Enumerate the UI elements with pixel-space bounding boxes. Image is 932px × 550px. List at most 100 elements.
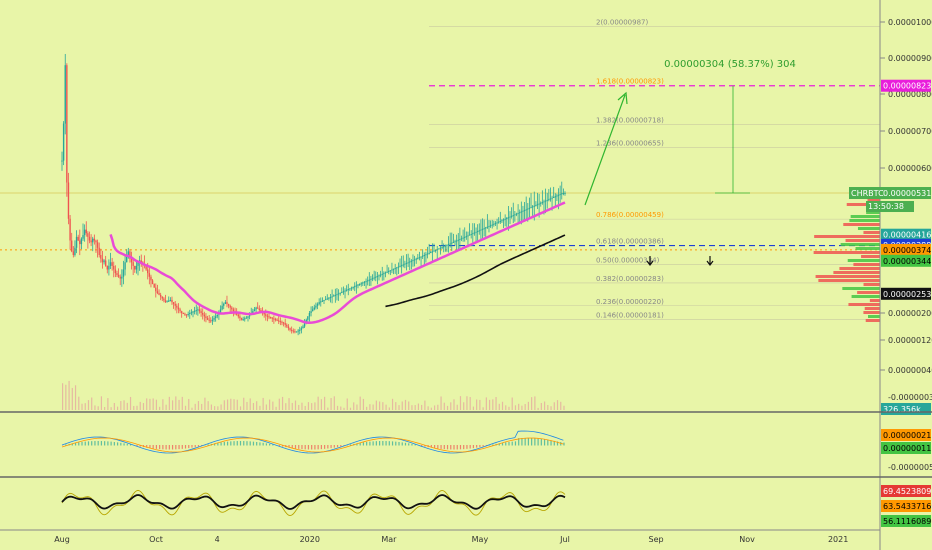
candle-body xyxy=(108,265,110,270)
candle-body xyxy=(82,235,84,239)
volume-bar xyxy=(456,404,458,410)
macd-axis-label: -0.00000050 xyxy=(888,463,932,472)
candle-body xyxy=(311,309,314,312)
macd-histogram-bar xyxy=(304,445,306,450)
macd-histogram-bar xyxy=(74,442,77,446)
candle-body xyxy=(394,268,396,270)
candle-body xyxy=(438,248,440,250)
volume-bar xyxy=(278,398,280,410)
candle-body xyxy=(454,241,456,243)
candle-body xyxy=(446,244,448,246)
candle-body xyxy=(467,235,469,237)
volume-bar xyxy=(81,403,83,410)
price-tick-label: 0.00000600 xyxy=(888,164,932,173)
volume-bar xyxy=(427,406,429,410)
macd-histogram-bar xyxy=(146,445,148,448)
macd-histogram-bar xyxy=(508,441,510,446)
macd-histogram-bar xyxy=(411,443,413,446)
volume-bar xyxy=(440,396,442,410)
candle-body xyxy=(303,323,306,327)
candle-body xyxy=(341,291,343,293)
candle-body xyxy=(64,65,66,124)
macd-histogram-bar xyxy=(340,445,342,447)
candle-body xyxy=(520,211,523,213)
macd-histogram-bar xyxy=(214,443,216,446)
macd-histogram-bar xyxy=(100,441,103,446)
candle-body xyxy=(145,265,147,270)
volume-bar xyxy=(126,402,128,410)
macd-histogram-bar xyxy=(482,445,484,447)
macd-histogram-bar xyxy=(236,441,238,446)
volume-bar xyxy=(314,402,316,410)
volume-bar xyxy=(553,402,555,410)
candle-body xyxy=(515,213,518,215)
candle-body xyxy=(418,257,421,259)
volume-bar xyxy=(259,405,261,410)
candle-body xyxy=(245,317,248,319)
candle-body xyxy=(310,311,312,313)
macd-histogram-bar xyxy=(375,441,377,446)
volume-bar xyxy=(382,402,384,410)
candle-body xyxy=(561,193,563,195)
candle-body xyxy=(331,296,333,298)
volume-bar xyxy=(249,398,251,410)
candle-body xyxy=(535,204,537,206)
macd-histogram-bar xyxy=(298,445,300,449)
candle-body xyxy=(150,276,152,281)
volume-profile-bar xyxy=(845,239,880,242)
volume-bar xyxy=(243,397,245,410)
volume-bar xyxy=(333,396,335,410)
volume-bar xyxy=(540,402,542,410)
macd-histogram-bar xyxy=(531,438,533,446)
candle-body xyxy=(447,244,450,246)
candle-body xyxy=(459,239,461,241)
macd-histogram-bar xyxy=(178,445,180,450)
candle-body xyxy=(407,262,409,264)
rsi-tag-label: 56.11160896 xyxy=(883,517,932,526)
candle-body xyxy=(202,313,204,315)
rsi-pane: 69.45238095 63.54337169 56.11160896 xyxy=(61,485,932,527)
candle-body xyxy=(334,294,337,296)
volume-bar xyxy=(505,405,507,410)
candle-body xyxy=(226,302,228,304)
macd-histogram-bar xyxy=(197,445,200,447)
macd-histogram-bar xyxy=(369,441,371,446)
volume-profile-bar xyxy=(848,303,880,306)
candle-body xyxy=(412,260,414,262)
rsi-tag-label: 63.54337169 xyxy=(883,502,932,511)
candle-body xyxy=(208,319,210,321)
volume-bar xyxy=(120,401,122,410)
candle-body xyxy=(502,219,505,221)
volume-bar xyxy=(188,398,190,410)
candle-body xyxy=(441,247,443,249)
candle-body xyxy=(211,319,214,322)
candle-body xyxy=(180,311,183,313)
volume-bar xyxy=(226,399,229,410)
volume-bar xyxy=(411,405,413,410)
symbol-tag xyxy=(849,187,881,200)
volume-bar xyxy=(62,383,64,410)
volume-bar xyxy=(107,398,109,410)
macd-histogram-bar xyxy=(107,441,109,446)
candle-body xyxy=(158,293,160,295)
candle-body xyxy=(439,247,442,249)
macd-histogram-bar xyxy=(459,445,462,450)
volume-bar xyxy=(246,401,248,410)
volume-bar xyxy=(207,401,209,410)
candle-body xyxy=(536,204,539,206)
macd-histogram-bar xyxy=(362,442,365,446)
volume-bar xyxy=(262,397,264,410)
macd-histogram-bar xyxy=(262,442,264,446)
rsi-tag xyxy=(881,515,931,527)
macd-histogram-bar xyxy=(556,441,559,446)
candle-body xyxy=(368,279,370,281)
macd-histogram-bar xyxy=(314,445,316,450)
volume-profile-bar xyxy=(851,295,880,298)
candle-body xyxy=(151,280,154,284)
candle-body xyxy=(556,195,558,197)
candle-body xyxy=(276,319,278,321)
volume-bar xyxy=(450,402,452,410)
candle-body xyxy=(386,271,388,273)
candle-body xyxy=(116,273,118,275)
candle-body xyxy=(370,278,372,280)
